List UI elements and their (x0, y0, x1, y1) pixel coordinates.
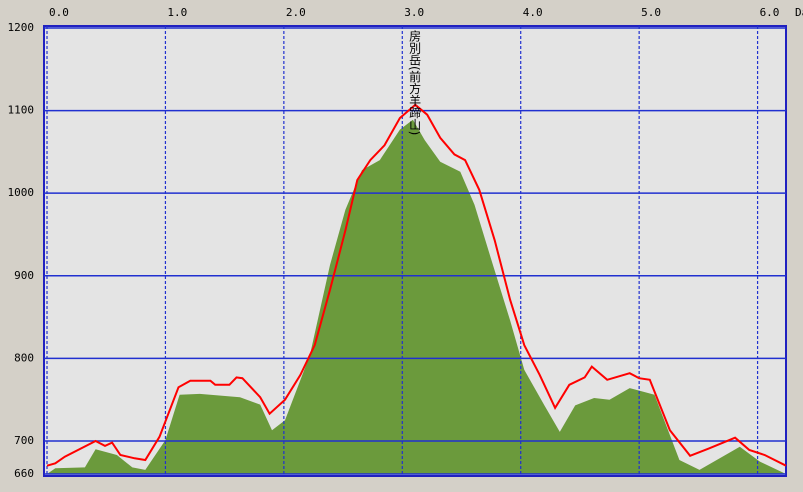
x-tick-label: 0.0 (49, 6, 69, 19)
y-tick-label: 1000 (8, 186, 35, 199)
terrain-area (47, 119, 786, 474)
x-tick-label: 3.0 (404, 6, 424, 19)
annotation: 房別岳(前方羊蹄山) (408, 29, 422, 136)
x-tick-label: 2.0 (286, 6, 306, 19)
y-tick-label: 1200 (8, 21, 35, 34)
y-tick-label: 900 (14, 269, 34, 282)
y-tick-label: 800 (14, 351, 34, 364)
y-tick-label: 1100 (8, 104, 35, 117)
x-tick-label: 4.0 (523, 6, 543, 19)
x-tick-label: 1.0 (167, 6, 187, 19)
y-tick-label: 660 (14, 467, 34, 480)
track-line (46, 103, 787, 467)
x-tick-label: 6.0 (760, 6, 780, 19)
y-tick-label: 700 (14, 434, 34, 447)
x-axis-label: Da (795, 6, 803, 19)
x-tick-label: 5.0 (641, 6, 661, 19)
